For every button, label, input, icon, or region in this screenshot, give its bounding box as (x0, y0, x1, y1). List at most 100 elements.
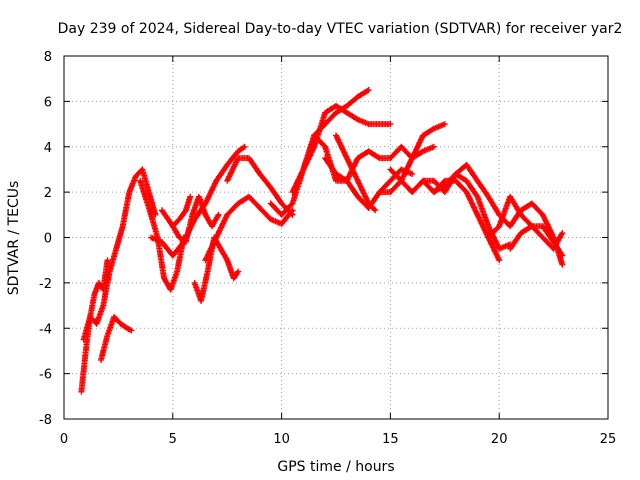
data-point (269, 186, 272, 189)
data-point (552, 236, 555, 239)
y-tick-label: -6 (39, 368, 52, 383)
y-tick-label: -4 (39, 322, 52, 337)
data-point (95, 322, 98, 325)
data-point (176, 270, 178, 273)
data-point (356, 96, 359, 98)
data-point (520, 209, 522, 212)
y-tick-label: 4 (44, 141, 52, 156)
data-point (291, 191, 294, 193)
data-point (269, 218, 272, 221)
series-arc-21 (496, 200, 566, 268)
data-point (487, 195, 490, 198)
marker-track (98, 313, 135, 363)
data-point (115, 248, 118, 250)
data-point (106, 259, 109, 261)
data-point (106, 334, 109, 336)
data-point (444, 184, 446, 187)
data-point (444, 123, 446, 125)
data-point (433, 127, 435, 130)
data-point (374, 209, 376, 212)
series-arc-13 (300, 132, 437, 184)
data-point (346, 157, 348, 159)
data-point (237, 157, 239, 159)
marker-track (496, 200, 566, 268)
x-tick-label: 20 (491, 432, 508, 447)
data-point (237, 150, 239, 153)
data-point (335, 111, 337, 114)
data-point (161, 241, 163, 243)
data-point (346, 111, 348, 114)
data-point (89, 316, 91, 318)
marker-track (300, 132, 437, 184)
data-point (119, 322, 122, 325)
data-point (531, 202, 533, 205)
data-point (520, 232, 522, 234)
data-point (185, 241, 187, 243)
data-point (232, 277, 235, 280)
data-point (324, 157, 326, 159)
data-point (102, 304, 104, 307)
data-point (487, 236, 490, 239)
data-point (150, 236, 152, 239)
data-point (367, 207, 370, 209)
series-arc-16 (376, 121, 448, 196)
data-point (367, 202, 370, 205)
x-tick-label: 0 (60, 432, 68, 447)
data-point (433, 179, 435, 182)
data-point (433, 145, 435, 148)
data-point (509, 225, 511, 227)
data-point (444, 179, 446, 182)
series-arc-15 (333, 132, 379, 214)
data-point (367, 89, 370, 91)
data-point (356, 195, 359, 198)
data-point (217, 214, 220, 216)
data-point (280, 214, 283, 216)
data-point (509, 195, 511, 198)
data-point (206, 270, 209, 273)
data-point (126, 327, 128, 330)
data-point (433, 191, 435, 193)
data-point (280, 223, 283, 225)
data-point (476, 195, 479, 198)
data-point (178, 236, 181, 239)
y-tick-label: -2 (39, 277, 52, 292)
data-point (185, 209, 187, 212)
data-point (324, 145, 326, 148)
series-arc-8 (191, 234, 242, 304)
data-point (378, 123, 381, 125)
data-point (141, 168, 144, 171)
series-arc-10 (224, 155, 296, 218)
data-point (200, 300, 202, 302)
data-point (172, 225, 174, 227)
data-point (313, 145, 316, 148)
data-point (346, 179, 348, 182)
series-arc-2 (80, 166, 159, 343)
data-point (148, 191, 150, 193)
data-point (189, 195, 192, 198)
data-point (422, 134, 424, 137)
data-point (243, 145, 246, 148)
data-point (84, 350, 87, 352)
series-arc-3 (98, 313, 135, 363)
data-point (561, 263, 564, 266)
data-point (121, 225, 124, 227)
data-point (454, 179, 457, 182)
data-point (226, 259, 228, 261)
x-tick-labels: 0 5 10 15 20 25 (60, 432, 616, 447)
data-point (313, 134, 316, 137)
data-point (80, 390, 83, 393)
data-point (422, 179, 424, 182)
data-point (169, 288, 172, 291)
y-tick-label: -8 (39, 413, 52, 428)
data-point (367, 150, 370, 153)
data-point (280, 202, 283, 205)
data-point (411, 191, 413, 193)
data-point (269, 202, 272, 205)
x-tick-label: 10 (273, 432, 290, 447)
data-point (237, 270, 239, 273)
data-point (324, 123, 326, 125)
data-point (219, 248, 222, 250)
data-point (498, 225, 501, 227)
data-point (191, 214, 194, 216)
